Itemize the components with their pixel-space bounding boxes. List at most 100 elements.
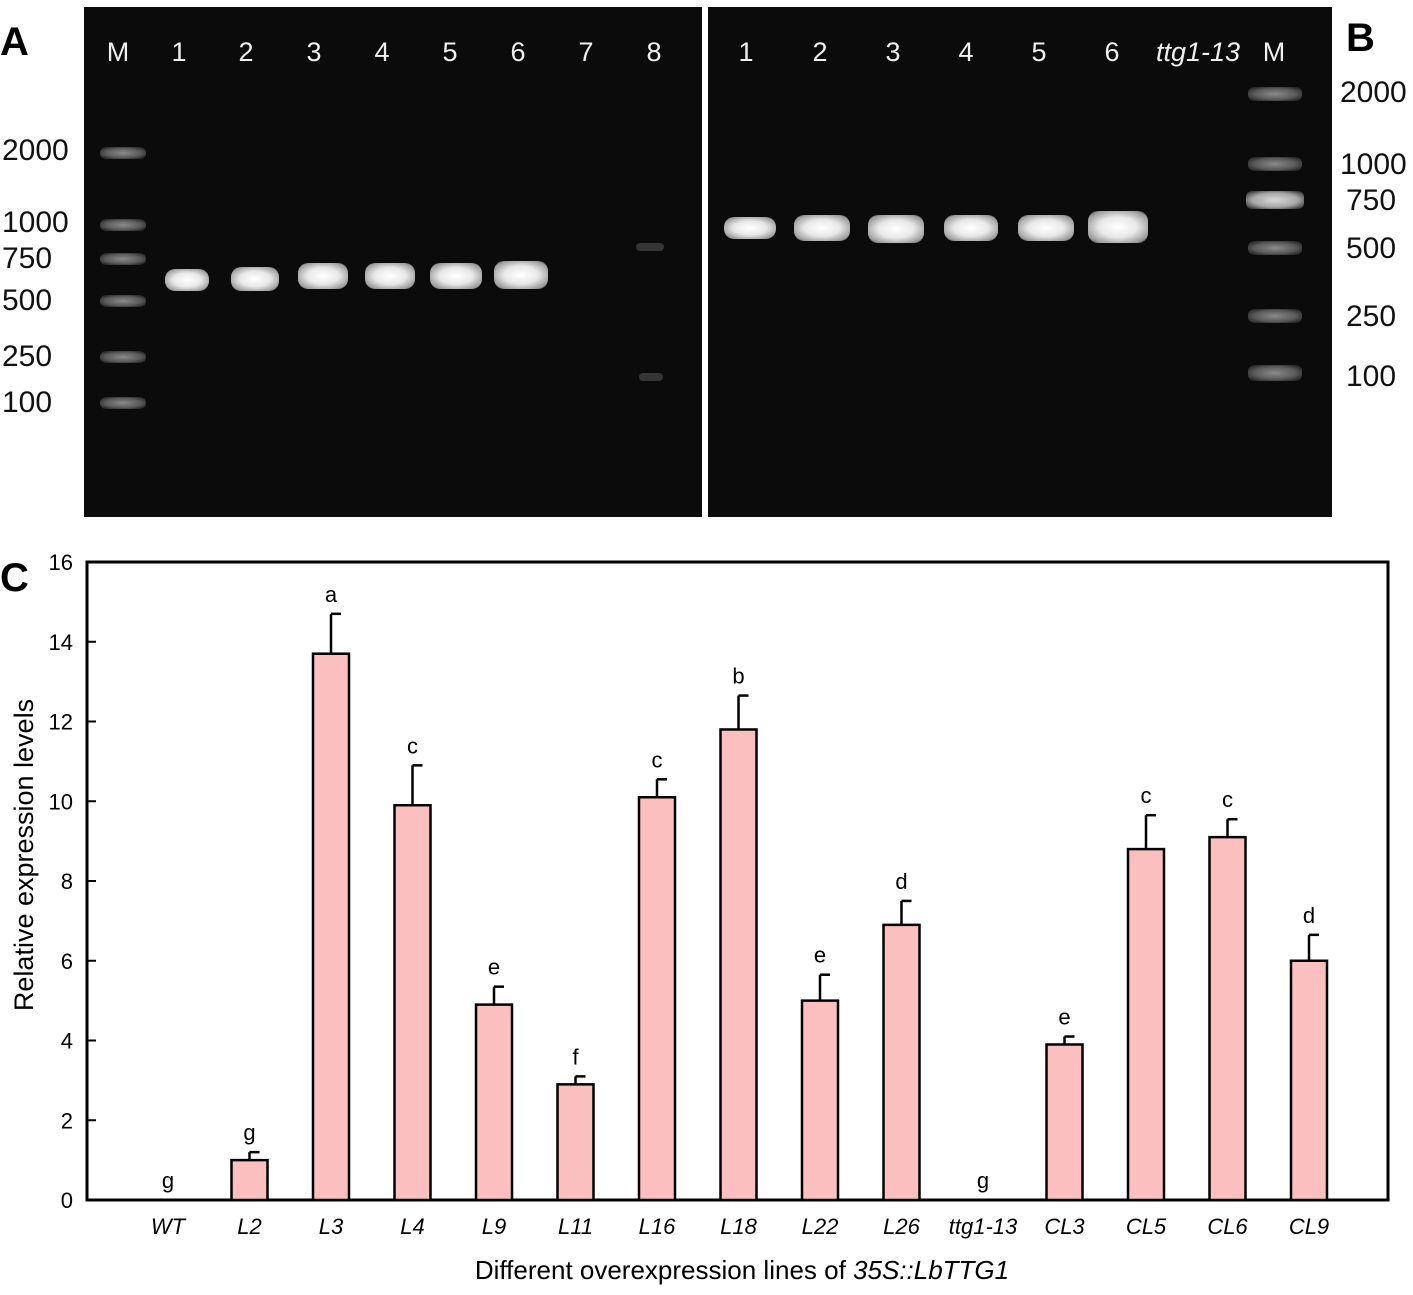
gel-a-size-label: 750 [2, 242, 53, 275]
bar [230, 1158, 269, 1202]
gel-b-lane-label: 2 [812, 37, 828, 67]
gel-b-size-label: 100 [1346, 360, 1397, 393]
y-tick-label: 8 [61, 869, 73, 894]
y-tick-label: 12 [49, 710, 73, 735]
significance-label: c [407, 733, 418, 758]
gel-b-size-label: 250 [1346, 300, 1397, 333]
significance-label: e [814, 943, 826, 968]
gel-a-size-label: 500 [2, 284, 53, 317]
ladder-band [1248, 87, 1302, 101]
bar [1126, 847, 1166, 1202]
gel-b-lane-label: 6 [1104, 37, 1120, 67]
gel-b-band [944, 215, 998, 241]
significance-label: a [325, 582, 338, 607]
x-axis-label: Different overexpression lines of 35S::L… [475, 1255, 1009, 1285]
y-tick-label: 14 [49, 630, 73, 655]
y-tick-label: 0 [61, 1188, 73, 1213]
x-tick-label: CL3 [1044, 1214, 1085, 1239]
ladder-band [1248, 157, 1302, 171]
y-tick-label: 2 [61, 1108, 73, 1133]
gel-a-lane-label: 2 [238, 37, 254, 67]
gel-b-size-label: 2000 [1340, 76, 1407, 109]
gel-image-a: M 1 2 3 4 5 6 7 8 [84, 7, 702, 517]
gel-b-lane-label: 3 [885, 37, 901, 67]
gel-a-faint-band [639, 373, 663, 381]
bar [637, 796, 677, 1202]
ladder-band [100, 351, 146, 363]
x-tick-label: CL6 [1207, 1214, 1248, 1239]
x-tick-label: L4 [400, 1214, 424, 1239]
gel-b-size-label: 500 [1346, 232, 1397, 265]
bar [882, 923, 921, 1202]
y-tick-label: 16 [49, 550, 73, 575]
x-axis-label-prefix: Different overexpression lines of [475, 1255, 853, 1285]
x-tick-label: L22 [802, 1214, 839, 1239]
significance-label: c [652, 747, 663, 772]
y-axis-label: Relative expression levels [9, 699, 39, 1011]
significance-label: d [895, 869, 907, 894]
gel-a-faint-band [636, 243, 664, 251]
gel-a-band [365, 263, 415, 289]
bar [719, 728, 758, 1202]
y-tick-label: 4 [61, 1029, 73, 1054]
gel-a-lane-label: 4 [374, 37, 390, 67]
ladder-band [100, 397, 146, 409]
gel-b-band [1088, 211, 1148, 243]
ladder-band [1248, 309, 1302, 323]
gel-a-size-label: 250 [2, 340, 53, 373]
x-tick-label: WT [151, 1214, 187, 1239]
ladder-band [100, 219, 146, 231]
panel-label-b: B [1346, 16, 1375, 60]
significance-label: c [1222, 787, 1233, 812]
gel-b-lane-label: ttg1-13 [1155, 37, 1241, 67]
x-tick-label: L11 [558, 1214, 593, 1239]
gel-a-band [165, 269, 209, 291]
bar-chart: 0 2 4 6 8 10 12 14 16 g WT g L2 a L3 c L4 e L9 f L11 c L16 b L18… [9, 550, 1390, 1285]
bar [474, 1003, 514, 1202]
gel-image-b: 1 2 3 4 5 6 ttg1-13 M [708, 7, 1332, 517]
x-tick-label: CL5 [1126, 1214, 1167, 1239]
ladder-band [100, 147, 146, 159]
significance-label: c [1141, 783, 1152, 808]
gel-a-size-label: 2000 [2, 134, 69, 167]
significance-label: g [243, 1120, 255, 1145]
significance-label: g [162, 1168, 174, 1193]
x-tick-label: L16 [639, 1214, 676, 1239]
gel-a-lane-label: 8 [646, 37, 662, 67]
ladder-band [1248, 365, 1302, 381]
gel-a-lane-label: 3 [306, 37, 322, 67]
gel-b-lane-label: M [1262, 37, 1286, 67]
x-tick-label: L9 [482, 1214, 506, 1239]
gel-b-size-label: 1000 [1340, 148, 1407, 181]
ladder-band [1248, 241, 1302, 255]
x-axis-label-italic: 35S::LbTTG1 [853, 1255, 1009, 1285]
x-tick-label: ttg1-13 [949, 1214, 1018, 1239]
gel-a-lane-label: 7 [578, 37, 594, 67]
gel-a-band [494, 261, 548, 289]
ladder-band [100, 295, 146, 307]
significance-label: e [1058, 1005, 1070, 1030]
ladder-band [100, 253, 146, 265]
x-tick-label: L2 [237, 1214, 261, 1239]
x-tick-label: CL9 [1289, 1214, 1329, 1239]
bar [1289, 959, 1329, 1202]
significance-label: b [732, 664, 744, 689]
gel-a-lane-label: 6 [510, 37, 526, 67]
gel-b-band [794, 215, 850, 241]
bar [800, 999, 840, 1202]
gel-a-lane-label: 5 [442, 37, 458, 67]
gel-a-size-label: 1000 [2, 206, 69, 239]
significance-label: d [1303, 903, 1315, 928]
x-tick-label: L3 [319, 1214, 344, 1239]
significance-label: e [488, 955, 500, 980]
bar [1045, 1043, 1084, 1202]
gel-a-lane-label: 1 [171, 37, 187, 67]
bar [311, 652, 351, 1202]
x-tick-label: L18 [720, 1214, 757, 1239]
panel-label-c: C [0, 556, 29, 600]
gel-a-lane-label: M [106, 37, 130, 67]
gel-a-band [430, 263, 482, 289]
gel-b-lane-label: 1 [738, 37, 754, 67]
x-tick-label: L26 [883, 1214, 920, 1239]
gel-b-band [724, 217, 776, 239]
